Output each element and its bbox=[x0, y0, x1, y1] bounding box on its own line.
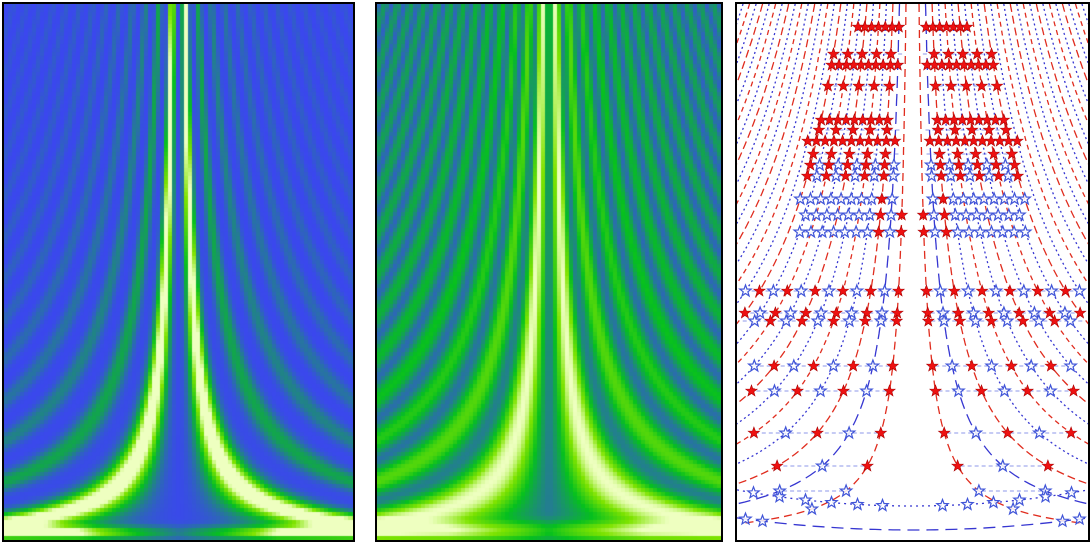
scalogram-log-image bbox=[377, 4, 721, 540]
panel-scalogram-log bbox=[375, 2, 723, 542]
scalogram-linear-image bbox=[4, 4, 353, 540]
panel-ridge-plot bbox=[735, 2, 1090, 542]
ridge-plot-svg bbox=[737, 4, 1088, 531]
panel-scalogram-linear bbox=[2, 2, 355, 542]
